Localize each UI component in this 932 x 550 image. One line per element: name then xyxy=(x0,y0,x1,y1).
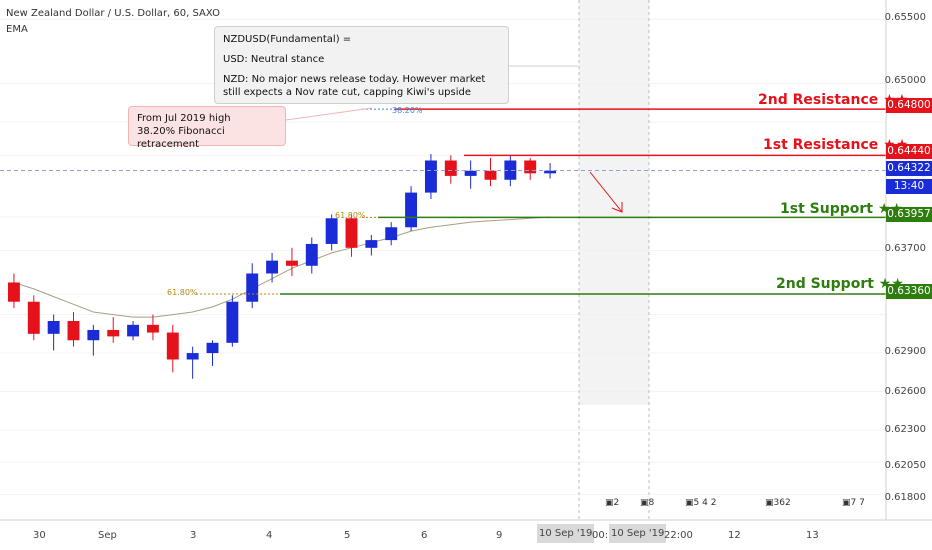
fundamental-usd: USD: Neutral stance xyxy=(223,54,325,65)
xtick: 5 xyxy=(344,530,351,541)
xtick: 00: xyxy=(592,530,609,541)
candle-body xyxy=(226,301,239,343)
candle-body xyxy=(27,301,40,334)
ema-line xyxy=(13,216,551,318)
event-marker[interactable]: ▣2 xyxy=(605,498,620,508)
projection-arrow-head xyxy=(611,202,623,213)
candle-body xyxy=(544,170,557,174)
indicator-label: EMA xyxy=(6,24,28,35)
ytick: 0.62300 xyxy=(884,424,926,435)
fib-label-382: 38.20% xyxy=(392,106,423,115)
candle-body xyxy=(285,260,298,266)
xtick: 4 xyxy=(266,530,273,541)
candles xyxy=(7,154,557,379)
xtick-crosshair-end: 10 Sep '19 xyxy=(609,524,667,543)
candle-body xyxy=(385,227,398,241)
candle-body xyxy=(484,170,497,180)
fundamental-callout: NZDUSD(Fundamental) = USD: Neutral stanc… xyxy=(214,26,509,104)
candle-body xyxy=(246,273,259,302)
fib-note-line1: From Jul 2019 high xyxy=(137,113,231,124)
ytick: 0.62050 xyxy=(884,460,926,471)
flag-icon: ▣ xyxy=(842,498,851,508)
candle-body xyxy=(47,320,60,334)
ytick: 0.62900 xyxy=(884,346,926,357)
flag-icon: ▣ xyxy=(640,498,649,508)
ema-polyline xyxy=(13,216,551,318)
flag-icon: ▣ xyxy=(605,498,614,508)
candle-body xyxy=(365,240,378,248)
fib-callout: From Jul 2019 high 38.20% Fibonacci retr… xyxy=(128,106,286,150)
candle-body xyxy=(206,342,219,354)
ytick: 0.62600 xyxy=(884,386,926,397)
resistance1-price-tag: 0.64440 xyxy=(886,144,932,159)
candle-body xyxy=(186,353,199,360)
projection-arrow xyxy=(589,171,623,213)
xtick: 22:00 xyxy=(664,530,693,541)
candle-body xyxy=(424,160,437,193)
candle-body xyxy=(87,329,100,341)
candle-body xyxy=(7,282,20,302)
candle-body xyxy=(444,160,457,176)
axes xyxy=(0,0,932,521)
fundamental-title: NZDUSD(Fundamental) = xyxy=(223,34,352,45)
fib-label-618-a: 61.80% xyxy=(335,211,366,220)
resistance2-price-tag: 0.64800 xyxy=(886,98,932,113)
candle-body xyxy=(67,320,80,341)
xtick: 12 xyxy=(728,530,741,541)
event-marker[interactable]: ▣7 7 xyxy=(842,498,865,508)
ytick: 0.61800 xyxy=(884,492,926,503)
fundamental-nzd: NZD: No major news release today. Howeve… xyxy=(223,74,486,98)
xtick: Sep xyxy=(98,530,117,541)
support2-label: 2nd Support ★★ xyxy=(776,276,904,292)
candle-body xyxy=(405,192,418,228)
fib-callout-pointer xyxy=(285,107,373,121)
candle-body xyxy=(325,218,338,244)
candle-body xyxy=(305,243,318,266)
levels xyxy=(0,65,886,295)
xtick: 13 xyxy=(806,530,819,541)
countdown-tag: 13:40 xyxy=(886,179,932,194)
support1-label: 1st Support ★★ xyxy=(780,201,903,217)
event-marker[interactable]: ▣8 xyxy=(640,498,655,508)
candle-body xyxy=(146,324,159,333)
xtick: 30 xyxy=(33,530,46,541)
candle-body xyxy=(266,260,279,274)
candle-body xyxy=(464,170,477,176)
flag-icon: ▣ xyxy=(685,498,694,508)
event-marker[interactable]: ▣5 4 2 xyxy=(685,498,717,508)
xtick: 9 xyxy=(496,530,503,541)
candle-body xyxy=(504,160,517,180)
event-marker[interactable]: ▣362 xyxy=(765,498,791,508)
ytick: 0.63700 xyxy=(884,243,926,254)
candle-body xyxy=(107,329,120,337)
support1-price-tag: 0.63957 xyxy=(886,207,932,222)
fib-note-line2: 38.20% Fibonacci retracement xyxy=(137,126,225,150)
xtick: 6 xyxy=(421,530,428,541)
support2-price-tag: 0.63360 xyxy=(886,284,932,299)
candle-body xyxy=(345,218,358,248)
candle-body xyxy=(524,160,537,174)
ytick: 0.65000 xyxy=(884,75,926,86)
resistance2-label: 2nd Resistance ★★ xyxy=(758,92,909,108)
chart-title: New Zealand Dollar / U.S. Dollar, 60, SA… xyxy=(6,8,220,19)
ytick: 0.65500 xyxy=(884,12,926,23)
xtick-crosshair-start: 10 Sep '19 xyxy=(537,524,595,543)
flag-icon: ▣ xyxy=(765,498,774,508)
xtick: 3 xyxy=(190,530,197,541)
candle-body xyxy=(166,332,179,360)
candle-body xyxy=(127,324,140,337)
current-price-tag: 0.64322 xyxy=(886,161,932,176)
resistance1-label: 1st Resistance ★★ xyxy=(763,137,909,153)
fib-label-618-b: 61.80% xyxy=(167,288,198,297)
